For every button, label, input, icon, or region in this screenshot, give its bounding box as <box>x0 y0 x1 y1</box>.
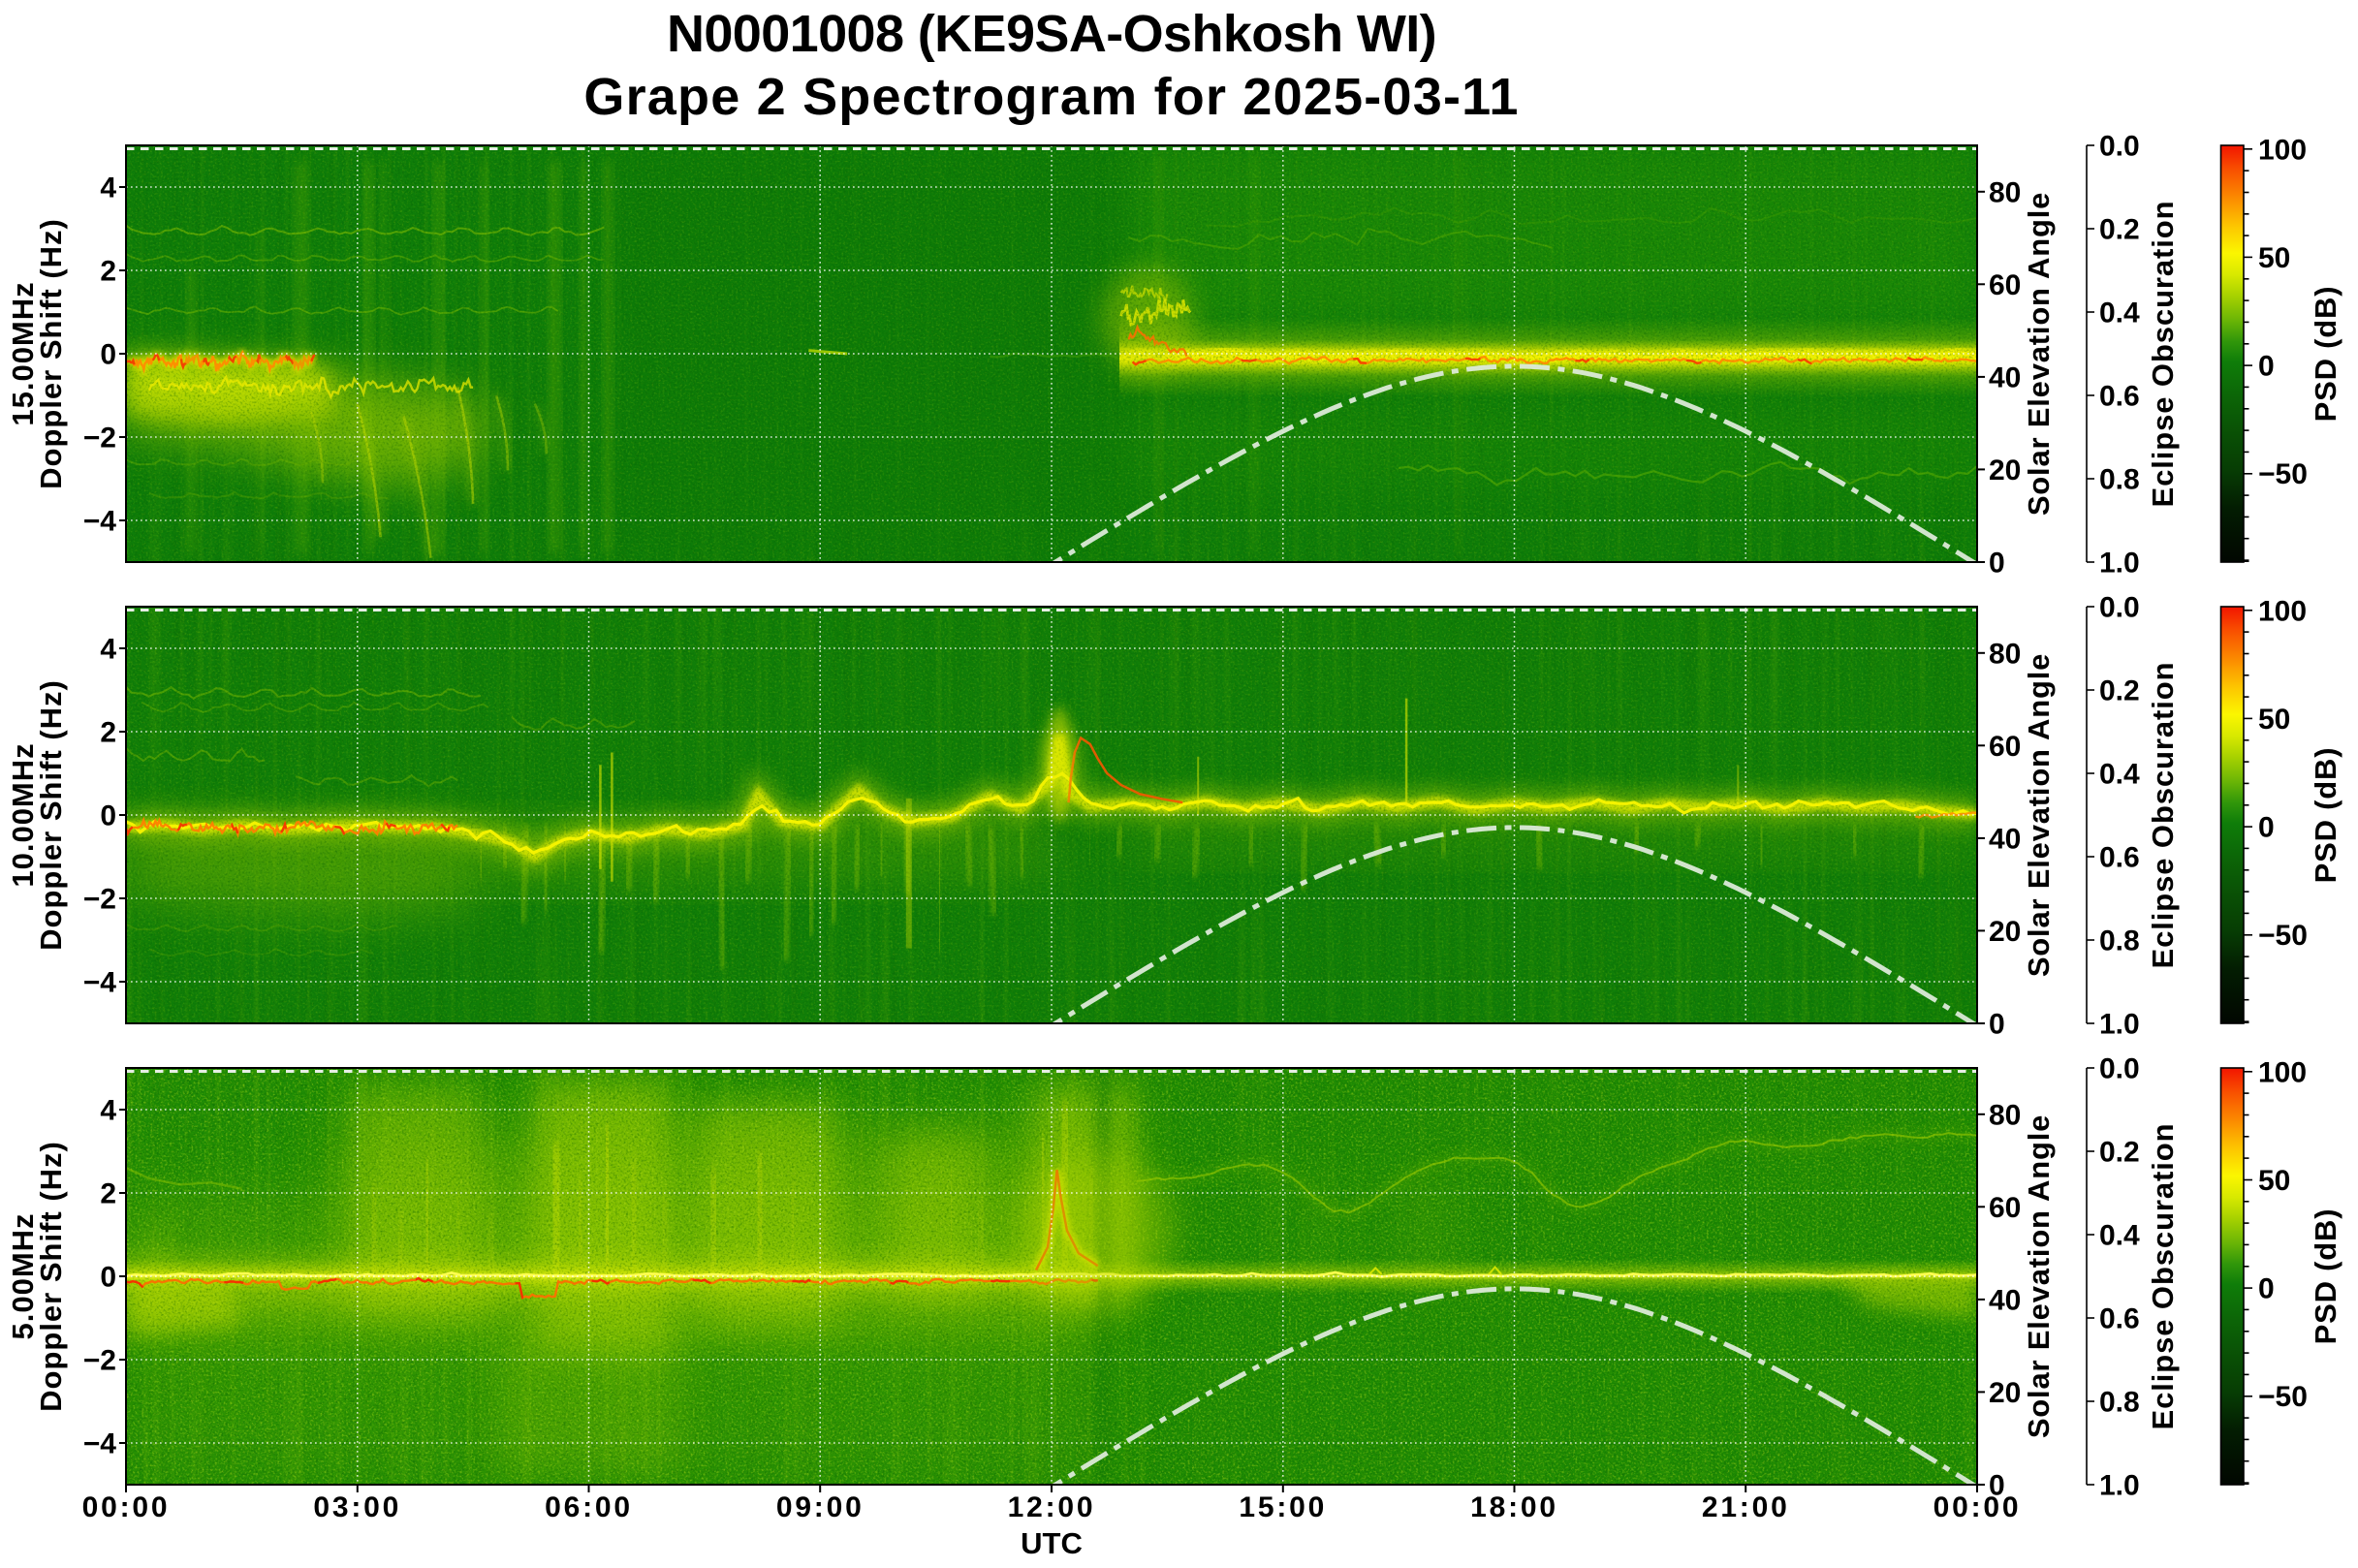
svg-text:0.4: 0.4 <box>2099 759 2140 791</box>
svg-text:1.0: 1.0 <box>2099 1470 2140 1502</box>
svg-text:0: 0 <box>100 339 116 371</box>
svg-text:0.0: 0.0 <box>2099 592 2140 624</box>
svg-text:0.8: 0.8 <box>2099 925 2140 957</box>
svg-text:0.8: 0.8 <box>2099 464 2140 496</box>
svg-text:N0001008 (KE9SA-Oshkosh WI): N0001008 (KE9SA-Oshkosh WI) <box>667 5 1436 63</box>
svg-text:−2: −2 <box>83 884 116 916</box>
svg-text:40: 40 <box>1989 361 2021 393</box>
svg-text:100: 100 <box>2258 134 2307 166</box>
svg-text:PSD (dB): PSD (dB) <box>2309 286 2342 423</box>
svg-text:Eclipse Obscuration: Eclipse Obscuration <box>2146 1123 2180 1430</box>
svg-text:100: 100 <box>2258 1056 2307 1088</box>
svg-text:0.4: 0.4 <box>2099 298 2140 329</box>
svg-text:60: 60 <box>1989 1192 2021 1224</box>
svg-text:PSD (dB): PSD (dB) <box>2309 747 2342 884</box>
svg-text:60: 60 <box>1989 731 2021 763</box>
svg-text:1.0: 1.0 <box>2099 1009 2140 1041</box>
svg-text:2: 2 <box>100 1178 116 1210</box>
svg-text:0.0: 0.0 <box>2099 131 2140 163</box>
svg-text:0.0: 0.0 <box>2099 1053 2140 1085</box>
svg-text:0.2: 0.2 <box>2099 214 2140 246</box>
svg-text:40: 40 <box>1989 823 2021 855</box>
svg-text:09:00: 09:00 <box>776 1491 865 1523</box>
svg-text:Doppler Shift (Hz): Doppler Shift (Hz) <box>34 679 68 951</box>
svg-text:−50: −50 <box>2258 920 2308 952</box>
svg-text:0: 0 <box>2258 812 2275 844</box>
svg-text:−50: −50 <box>2258 1381 2308 1413</box>
svg-text:100: 100 <box>2258 595 2307 627</box>
svg-text:4: 4 <box>100 172 116 204</box>
svg-text:Solar Elevation Angle: Solar Elevation Angle <box>2022 1114 2056 1438</box>
svg-text:−4: −4 <box>83 506 117 538</box>
svg-text:0: 0 <box>100 800 116 832</box>
svg-text:4: 4 <box>100 1095 116 1127</box>
svg-text:50: 50 <box>2258 242 2290 274</box>
svg-text:−2: −2 <box>83 1345 116 1377</box>
svg-text:Doppler Shift (Hz): Doppler Shift (Hz) <box>34 1141 68 1412</box>
svg-text:PSD (dB): PSD (dB) <box>2309 1208 2342 1345</box>
svg-text:−50: −50 <box>2258 458 2308 490</box>
svg-text:18:00: 18:00 <box>1470 1491 1558 1523</box>
svg-text:2: 2 <box>100 717 116 749</box>
svg-text:00:00: 00:00 <box>82 1491 171 1523</box>
svg-text:4: 4 <box>100 634 116 666</box>
svg-text:Grape 2 Spectrogram for 2025-0: Grape 2 Spectrogram for 2025-03-11 <box>583 68 1519 126</box>
svg-text:00:00: 00:00 <box>1934 1491 2022 1523</box>
svg-text:20: 20 <box>1989 916 2021 948</box>
svg-text:03:00: 03:00 <box>313 1491 401 1523</box>
svg-text:0: 0 <box>2258 351 2275 383</box>
svg-text:0: 0 <box>2258 1273 2275 1305</box>
svg-text:0: 0 <box>1989 1009 2005 1041</box>
svg-text:0.6: 0.6 <box>2099 381 2140 413</box>
svg-text:50: 50 <box>2258 1165 2290 1197</box>
svg-text:50: 50 <box>2258 704 2290 736</box>
svg-text:80: 80 <box>1989 638 2021 670</box>
svg-text:06:00: 06:00 <box>545 1491 633 1523</box>
svg-text:−2: −2 <box>83 423 116 455</box>
svg-text:21:00: 21:00 <box>1702 1491 1790 1523</box>
svg-text:80: 80 <box>1989 1099 2021 1131</box>
svg-text:UTC: UTC <box>1021 1526 1083 1560</box>
svg-text:Solar Elevation Angle: Solar Elevation Angle <box>2022 653 2056 977</box>
svg-text:Doppler Shift (Hz): Doppler Shift (Hz) <box>34 218 68 489</box>
svg-text:12:00: 12:00 <box>1008 1491 1096 1523</box>
svg-text:80: 80 <box>1989 176 2021 208</box>
svg-text:Eclipse Obscuration: Eclipse Obscuration <box>2146 201 2180 508</box>
svg-text:Solar Elevation Angle: Solar Elevation Angle <box>2022 192 2056 516</box>
svg-text:20: 20 <box>1989 1377 2021 1409</box>
svg-text:20: 20 <box>1989 455 2021 486</box>
svg-text:15:00: 15:00 <box>1239 1491 1327 1523</box>
svg-text:40: 40 <box>1989 1284 2021 1316</box>
svg-text:2: 2 <box>100 256 116 288</box>
svg-text:0.2: 0.2 <box>2099 675 2140 707</box>
svg-text:−4: −4 <box>83 1428 117 1460</box>
svg-text:0.6: 0.6 <box>2099 842 2140 874</box>
svg-text:Eclipse Obscuration: Eclipse Obscuration <box>2146 662 2180 969</box>
svg-text:0: 0 <box>100 1262 116 1294</box>
svg-text:0: 0 <box>1989 548 2005 580</box>
svg-text:0.4: 0.4 <box>2099 1220 2140 1252</box>
svg-text:1.0: 1.0 <box>2099 548 2140 580</box>
svg-text:0.2: 0.2 <box>2099 1137 2140 1169</box>
svg-text:60: 60 <box>1989 269 2021 301</box>
svg-text:0.8: 0.8 <box>2099 1387 2140 1419</box>
svg-text:−4: −4 <box>83 967 117 999</box>
svg-text:0.6: 0.6 <box>2099 1303 2140 1335</box>
